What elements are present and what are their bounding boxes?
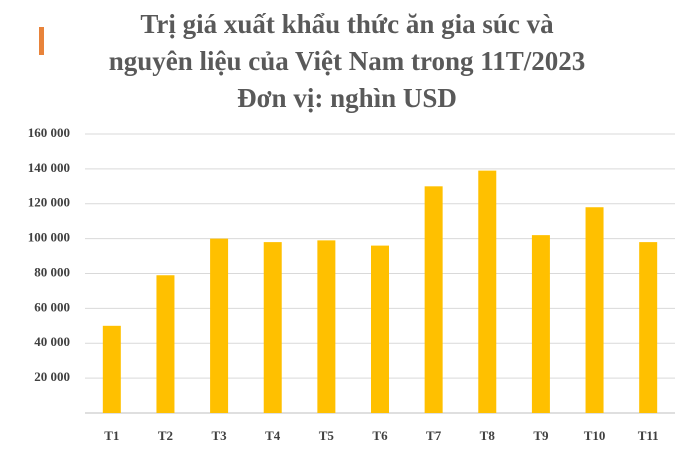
bar	[424, 186, 443, 413]
x-tick-label: T2	[158, 428, 173, 443]
bar	[102, 325, 121, 413]
accent-bar	[39, 27, 44, 55]
x-tick-label: T9	[533, 428, 549, 443]
y-tick-label: 80 000	[34, 264, 70, 279]
y-tick-label: 20 000	[34, 369, 70, 384]
bar	[531, 235, 550, 413]
chart-title-line: Trị giá xuất khẩu thức ăn gia súc và	[140, 9, 554, 39]
y-tick-label: 60 000	[34, 299, 70, 314]
x-tick-label: T8	[480, 428, 496, 443]
x-tick-label: T4	[265, 428, 281, 443]
x-tick-label: T10	[584, 428, 606, 443]
x-tick-label: T6	[372, 428, 388, 443]
bar	[156, 275, 175, 413]
bar	[639, 242, 658, 413]
bar	[210, 238, 229, 413]
x-tick-label: T7	[426, 428, 442, 443]
bar	[478, 170, 497, 413]
y-tick-label: 40 000	[34, 334, 70, 349]
chart-title-line: nguyên liệu của Việt Nam trong 11T/2023	[109, 46, 586, 76]
y-tick-label: 120 000	[28, 195, 70, 210]
bar	[371, 245, 389, 413]
y-tick-label: 160 000	[28, 125, 70, 140]
x-tick-label: T11	[638, 428, 659, 443]
y-tick-label: 140 000	[28, 160, 70, 175]
bar	[263, 242, 282, 413]
bar	[317, 240, 336, 413]
x-tick-label: T5	[319, 428, 335, 443]
chart-subtitle: Đơn vị: nghìn USD	[237, 83, 457, 113]
x-tick-label: T1	[104, 428, 119, 443]
bar	[585, 207, 604, 413]
y-tick-label: 100 000	[28, 230, 70, 245]
x-tick-label: T3	[212, 428, 228, 443]
